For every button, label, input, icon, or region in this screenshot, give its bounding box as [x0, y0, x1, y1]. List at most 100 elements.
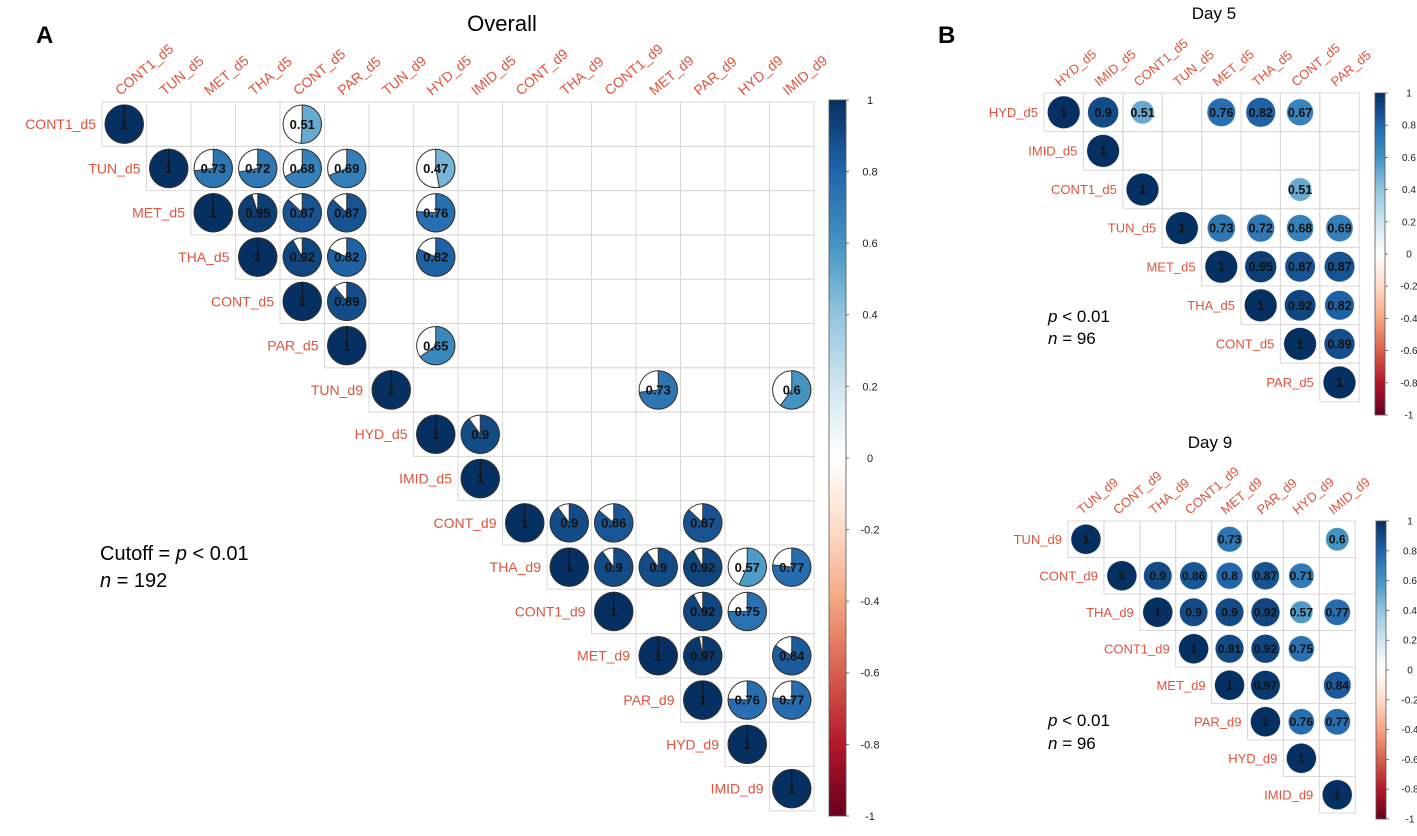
colorbar-gradient — [1375, 520, 1387, 820]
cell-value: 1 — [477, 471, 484, 486]
grid-cell — [724, 411, 770, 457]
colorbar-tick-label: 1 — [867, 95, 873, 107]
colorbar-tick-label: -0.4 — [1400, 314, 1417, 325]
corr-circle — [1323, 708, 1351, 736]
panel-day9: Day 9 TUN_d9 CONT_d9 THA_d9 CONT1_d9 MET_d9 P… — [1014, 433, 1417, 826]
colorbar-tick-label: -0.4 — [861, 596, 880, 608]
column-label: THA_d5 — [1249, 47, 1295, 89]
column-label: IMID_d5 — [468, 52, 519, 98]
corr-circle — [1284, 251, 1316, 283]
cell-value: 0.71 — [1290, 569, 1314, 583]
cell-value: 1 — [1226, 679, 1233, 693]
corr-circle — [1286, 98, 1314, 126]
grid-cell — [368, 234, 414, 280]
grid-cell — [368, 101, 414, 147]
cell-value: 0.89 — [334, 294, 359, 309]
cell-value: 0.47 — [423, 161, 448, 176]
grid-cell — [769, 278, 815, 325]
grid-cell — [1318, 630, 1356, 668]
colorbar-tick-label: 0.6 — [1403, 576, 1417, 587]
day5-colorbar: 1 0.8 0.6 0.4 0.2 0 -0.2 -0.4 -0.6 -0.8 -1 — [1374, 89, 1417, 422]
grid-cell — [769, 145, 815, 192]
day9-grid: TUN_d9 CONT_d9 THA_d9 CONT1_d9 MET_d9 PAR_d9 H… — [1014, 464, 1373, 814]
grid-cell — [1319, 131, 1360, 171]
grid-cell — [591, 234, 637, 280]
cell-value: 0.72 — [245, 161, 270, 176]
pie-slice — [327, 193, 367, 233]
grid-cell — [190, 101, 236, 147]
grid-cell — [769, 190, 815, 236]
corr-circle — [1286, 743, 1317, 774]
colorbar-tick-label: -0.8 — [1400, 378, 1417, 389]
pie-slice — [549, 503, 589, 543]
row-label: IMID_d5 — [399, 470, 452, 486]
grid-cell — [502, 323, 548, 369]
cell-value: 1 — [299, 294, 306, 309]
grid-cell — [680, 234, 726, 280]
colorbar-tick-label: 0.6 — [1402, 153, 1416, 164]
grid-cell — [413, 278, 459, 325]
cell-value: 0.97 — [1254, 679, 1278, 693]
cell-value: 0.73 — [1218, 533, 1242, 547]
grid-cell — [1240, 131, 1281, 171]
grid-cell — [457, 101, 503, 147]
grid-cell — [1319, 362, 1360, 403]
colorbar-gradient — [1374, 92, 1386, 416]
row-label: MET_d9 — [577, 648, 630, 664]
column-label: MET_d5 — [1210, 46, 1257, 89]
cell-value: 1 — [1190, 642, 1197, 656]
cell-value: 0.95 — [245, 205, 270, 220]
row-label: CONT_d9 — [433, 515, 496, 531]
pie-slice — [772, 680, 812, 720]
cell-value: 0.67 — [1288, 106, 1312, 120]
colorbar-tick-label: -0.2 — [1400, 282, 1417, 293]
grid-cell — [146, 101, 192, 147]
grid-cell — [635, 455, 681, 502]
grid-cell — [1103, 520, 1141, 558]
grid-cell — [502, 190, 548, 236]
cell-value: 1 — [165, 161, 172, 176]
corr-circle — [1047, 95, 1081, 129]
grid-cell — [546, 278, 592, 325]
grid-cell — [1282, 520, 1320, 558]
cell-value: 0.92 — [290, 250, 315, 265]
grid-cell — [457, 367, 503, 413]
cell-value: 1 — [655, 648, 662, 663]
grid-cell — [457, 234, 503, 280]
grid-cell — [724, 101, 770, 147]
grid-cell — [635, 145, 681, 192]
grid-cell — [680, 411, 726, 457]
day5-annotation-n: n = 96 — [1048, 329, 1096, 348]
panel-label-b: B — [938, 22, 955, 49]
grid-cell — [1201, 169, 1242, 210]
grid-cell — [635, 190, 681, 236]
grid-cell — [413, 367, 459, 413]
grid-cell — [1247, 520, 1284, 558]
cell-value: 0.72 — [1249, 222, 1273, 236]
pie-slice — [193, 148, 233, 189]
column-label: HYD_d5 — [423, 52, 474, 98]
corr-circle — [1179, 597, 1209, 627]
cell-value: 1 — [744, 737, 751, 752]
row-label: PAR_d5 — [1266, 375, 1313, 390]
cell-value: 1 — [254, 250, 261, 265]
corr-circle — [1325, 527, 1350, 552]
colorbar-tick-label: 0.4 — [862, 310, 877, 322]
row-label: HYD_d5 — [355, 426, 408, 442]
grid-cell — [635, 323, 681, 369]
grid-cell — [635, 278, 681, 325]
grid-cell — [502, 278, 548, 325]
pie-slice — [328, 148, 367, 189]
cell-value: 0.51 — [1288, 183, 1312, 197]
grid-cell — [769, 766, 815, 812]
cell-value: 0.73 — [1209, 222, 1233, 236]
cell-value: 0.65 — [423, 338, 448, 353]
pie-slice — [300, 104, 322, 144]
column-label: TUN_d9 — [379, 52, 429, 98]
row-label: THA_d9 — [1086, 605, 1134, 620]
day9-annotation-n: n = 96 — [1048, 734, 1096, 753]
pie-slice — [435, 148, 456, 188]
row-label: IMID_d9 — [711, 781, 764, 797]
grid-cell — [546, 101, 592, 147]
pie-slice — [460, 414, 500, 454]
